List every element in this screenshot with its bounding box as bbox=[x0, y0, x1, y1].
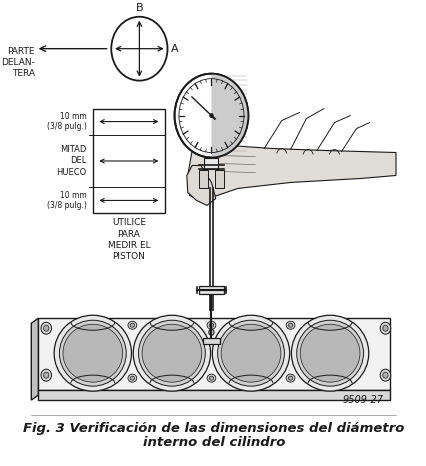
Polygon shape bbox=[187, 165, 216, 206]
Ellipse shape bbox=[59, 320, 126, 386]
Circle shape bbox=[208, 329, 213, 335]
Text: UTILICE
PARA
MEDIR EL
PISTON: UTILICE PARA MEDIR EL PISTON bbox=[107, 219, 150, 260]
Text: A: A bbox=[171, 44, 178, 54]
Ellipse shape bbox=[130, 376, 134, 380]
Polygon shape bbox=[38, 390, 389, 400]
Bar bbox=[199, 286, 223, 295]
Ellipse shape bbox=[128, 321, 136, 329]
Bar bbox=[204, 158, 218, 170]
Text: MITAD
DEL
HUECO: MITAD DEL HUECO bbox=[56, 145, 86, 177]
Text: 10 mm
(3/8 pulg.): 10 mm (3/8 pulg.) bbox=[47, 112, 86, 131]
Bar bbox=[199, 171, 207, 188]
Ellipse shape bbox=[212, 315, 289, 391]
Circle shape bbox=[41, 369, 52, 381]
Ellipse shape bbox=[285, 374, 294, 382]
Circle shape bbox=[41, 322, 52, 334]
Ellipse shape bbox=[133, 315, 210, 391]
Ellipse shape bbox=[221, 324, 280, 382]
Ellipse shape bbox=[209, 323, 213, 327]
Text: B: B bbox=[135, 3, 143, 13]
Text: Fig. 3 Verificación de las dimensiones del diámetro: Fig. 3 Verificación de las dimensiones d… bbox=[23, 422, 404, 435]
Ellipse shape bbox=[288, 376, 292, 380]
Ellipse shape bbox=[299, 324, 359, 382]
Polygon shape bbox=[38, 318, 389, 390]
Circle shape bbox=[382, 325, 387, 331]
Ellipse shape bbox=[288, 323, 292, 327]
Ellipse shape bbox=[130, 323, 134, 327]
Circle shape bbox=[43, 325, 49, 331]
Text: interno del cilindro: interno del cilindro bbox=[143, 436, 285, 449]
Polygon shape bbox=[211, 74, 248, 158]
Text: 9509-27: 9509-27 bbox=[342, 395, 383, 405]
Text: PARTE
DELAN-
TERA: PARTE DELAN- TERA bbox=[1, 47, 35, 78]
Circle shape bbox=[379, 322, 390, 334]
Ellipse shape bbox=[207, 321, 216, 329]
Circle shape bbox=[174, 74, 248, 158]
Text: 10 mm
(3/8 pulg.): 10 mm (3/8 pulg.) bbox=[47, 191, 86, 210]
Polygon shape bbox=[31, 318, 38, 400]
Ellipse shape bbox=[54, 315, 131, 391]
Polygon shape bbox=[187, 141, 395, 200]
Circle shape bbox=[43, 372, 49, 378]
Ellipse shape bbox=[207, 374, 216, 382]
Ellipse shape bbox=[63, 324, 122, 382]
Ellipse shape bbox=[296, 320, 363, 386]
Bar bbox=[92, 109, 164, 213]
Ellipse shape bbox=[285, 321, 294, 329]
Circle shape bbox=[379, 369, 390, 381]
Ellipse shape bbox=[291, 315, 368, 391]
Ellipse shape bbox=[142, 324, 201, 382]
Ellipse shape bbox=[217, 320, 284, 386]
Circle shape bbox=[209, 113, 213, 118]
Ellipse shape bbox=[128, 374, 136, 382]
Bar bbox=[202, 338, 220, 344]
Ellipse shape bbox=[138, 320, 205, 386]
Ellipse shape bbox=[209, 376, 213, 380]
Circle shape bbox=[382, 372, 387, 378]
Bar bbox=[214, 171, 223, 188]
